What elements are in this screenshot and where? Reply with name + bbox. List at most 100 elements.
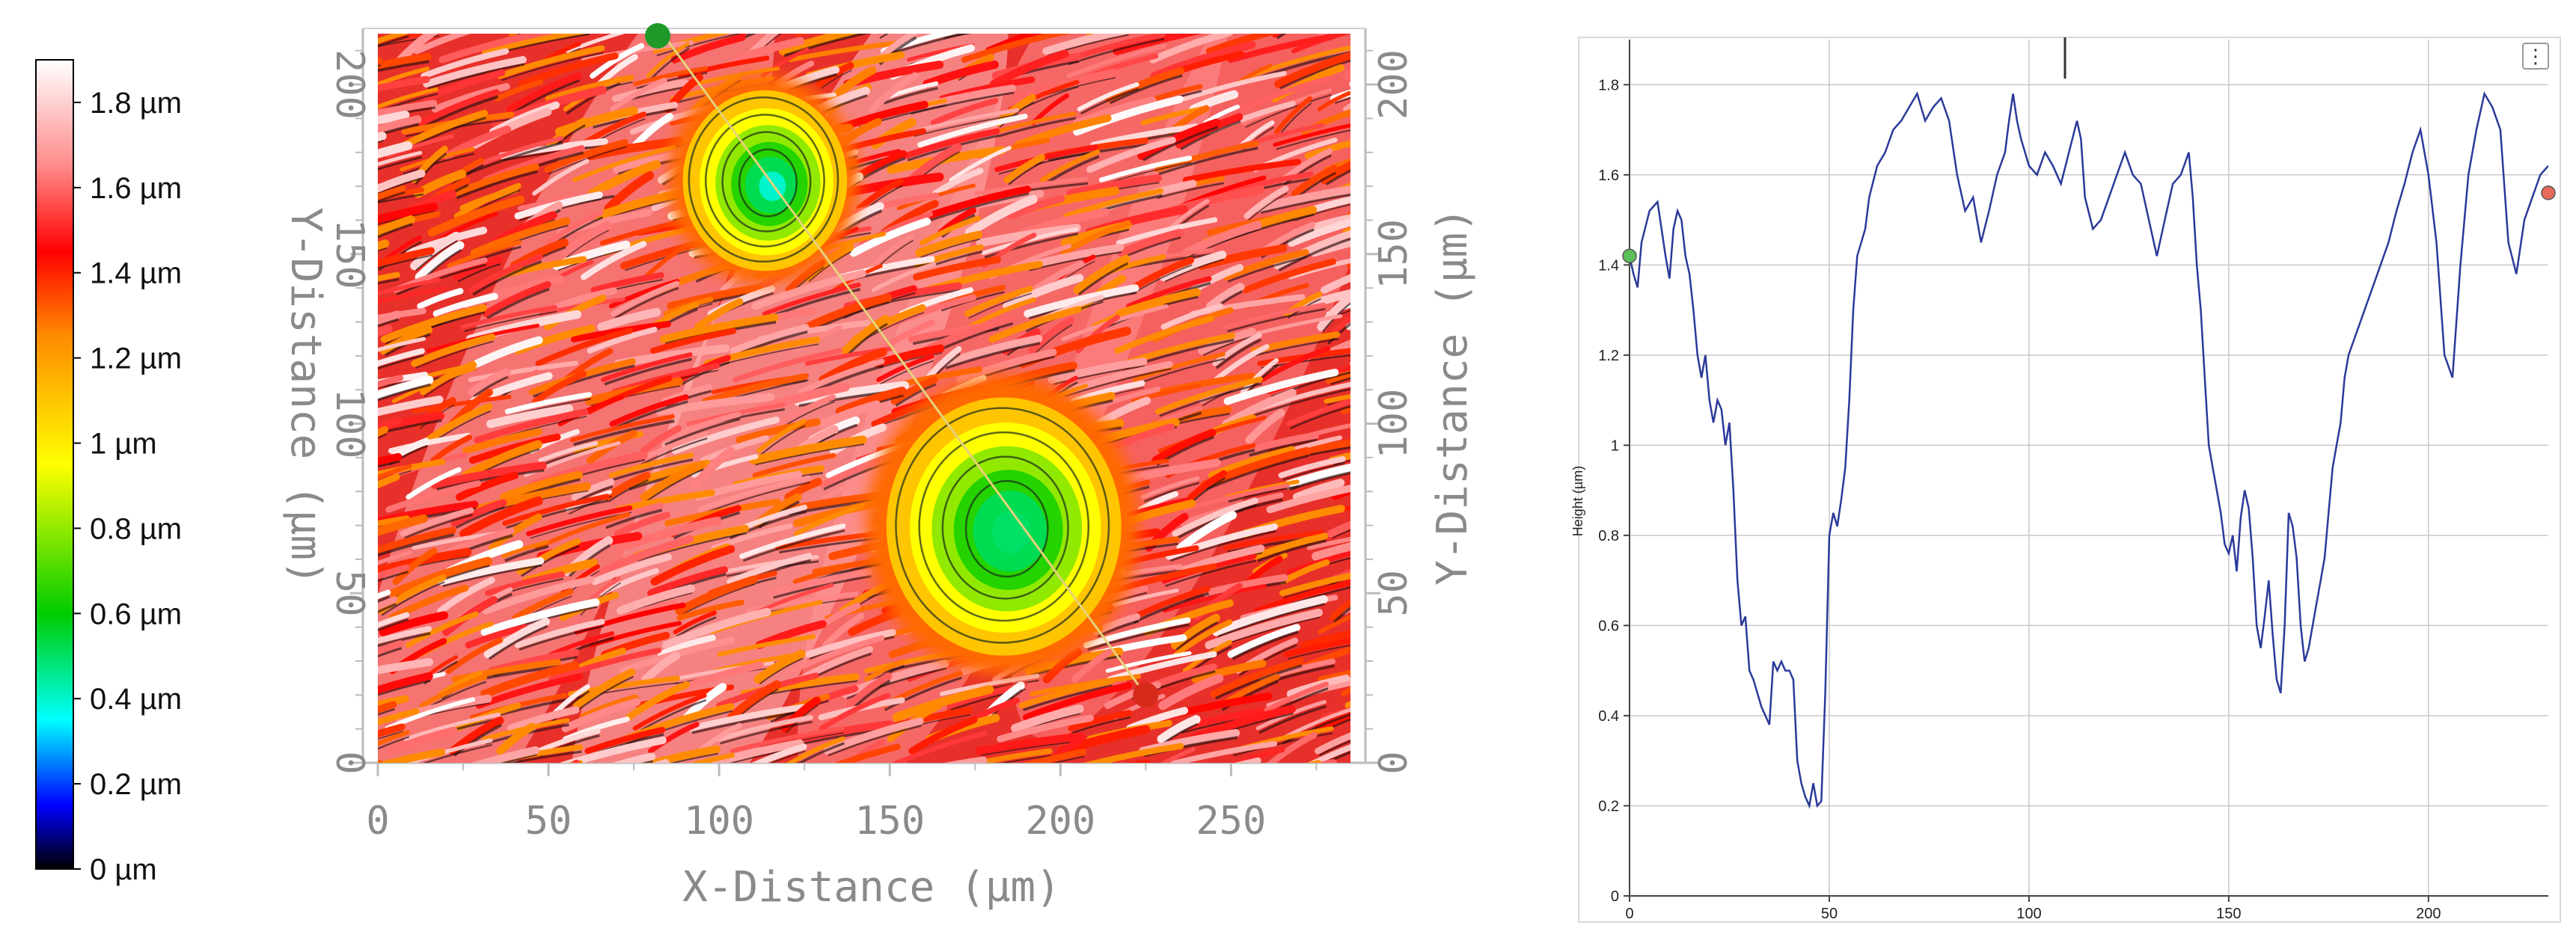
surface-ridge — [587, 326, 658, 354]
surface-ridge — [483, 618, 551, 659]
surface-ridge-shadow — [1149, 765, 1259, 796]
surface-ridge — [378, 185, 406, 200]
surface-ridge — [1240, 76, 1330, 112]
surface-ridge — [1066, 43, 1166, 79]
surface-ridge-shadow — [415, 239, 459, 271]
surface-ridge-shadow — [1142, 126, 1219, 162]
surface-ridge-shadow — [681, 360, 730, 386]
profile-end-marker[interactable] — [1133, 682, 1159, 708]
surface-ridge — [1316, 759, 1338, 763]
surface-ridge-shadow — [414, 153, 447, 185]
surface-ridge — [1066, 174, 1162, 198]
surface-ridge — [1318, 776, 1383, 793]
surface-ridge — [481, 34, 590, 55]
surface-ridge — [437, 557, 545, 586]
surface-ridge — [378, 76, 430, 92]
surface-ridge — [482, 281, 551, 317]
surface-ridge — [1070, 380, 1145, 405]
surface-ridge — [655, 393, 775, 416]
profile-menu-button[interactable]: ⋮ — [2522, 43, 2549, 70]
surface-ridge-shadow — [1162, 722, 1199, 745]
surface-ridge-shadow — [1191, 476, 1226, 503]
surface-ridge-shadow — [659, 34, 672, 40]
surface-ridge — [1327, 520, 1350, 538]
surface-ridge — [1304, 140, 1350, 159]
surface-ridge — [1317, 90, 1350, 111]
surface-ridge — [333, 497, 373, 523]
surface-ridge — [1246, 556, 1283, 586]
surface-ridge — [1202, 104, 1240, 126]
profile-end-markers — [1622, 185, 2556, 264]
surface-ridge — [1077, 82, 1139, 111]
surface-ridge — [798, 720, 894, 743]
surface-ridge — [465, 624, 528, 649]
surface-ridge — [1243, 185, 1289, 219]
profile-x-ticks: 0 50 100 150 200 — [1625, 896, 2441, 922]
surface-ridge — [333, 15, 438, 34]
surface-ridge — [453, 182, 521, 219]
surface-ridge — [451, 163, 539, 197]
surface-ridge — [944, 756, 988, 763]
surface-ridge-shadow — [1022, 684, 1113, 712]
surface-ridge — [641, 651, 681, 684]
surface-ridge — [378, 67, 430, 87]
surface-ridge — [462, 440, 542, 480]
surface-ridge-shadow — [759, 425, 806, 456]
surface-ridge-shadow — [378, 433, 387, 440]
surface-ridge-shadow — [798, 742, 845, 763]
surface-ridge — [378, 550, 412, 565]
surface-ridge — [1105, 651, 1192, 673]
surface-ridge — [378, 672, 433, 695]
surface-ridge — [554, 287, 617, 310]
surface-ridge — [404, 738, 493, 763]
surface-ridge — [378, 526, 456, 554]
surface-ridge — [625, 681, 691, 721]
surface-ridge-shadow — [784, 34, 870, 58]
surface-ridge — [380, 304, 487, 343]
profile-start-marker[interactable] — [1622, 248, 1637, 264]
surface-ridge — [841, 315, 890, 355]
pit-terrace-edge — [964, 479, 1049, 578]
surface-ridge — [717, 634, 816, 657]
surface-ridge — [378, 596, 398, 611]
surface-ridge-shadow — [929, 192, 1030, 222]
surface-ridge — [474, 408, 589, 443]
surface-ridge-shadow — [884, 34, 970, 57]
surface-ridge-shadow — [1359, 644, 1468, 659]
profile-x-tick-label: 50 — [1821, 906, 1838, 922]
profile-start-marker[interactable] — [645, 22, 671, 49]
surface-ridge — [1182, 159, 1301, 183]
colorbar-label: 0 µm — [90, 853, 157, 886]
surface-ridge — [646, 42, 690, 78]
surface-ridge-shadow — [999, 101, 1035, 128]
surface-ridge — [1024, 284, 1139, 318]
surface-ridge — [414, 241, 465, 282]
surface-ridge — [1243, 432, 1319, 455]
profile-y-tick-label: 1 — [1611, 437, 1619, 454]
map-y-ticks-right: 0 50 100 150 200 — [1365, 49, 1416, 775]
surface-ridge — [535, 328, 634, 366]
surface-ridge-shadow — [568, 544, 611, 577]
pit-lower-pit — [866, 375, 1139, 676]
surface-ridge-shadow — [378, 191, 406, 203]
surface-ridge — [640, 461, 706, 502]
surface-ridge-shadow — [586, 767, 667, 797]
profile-end-marker[interactable] — [2541, 185, 2556, 200]
surface-ridge — [752, 452, 836, 478]
surface-ridge — [966, 748, 1053, 763]
surface-ridge — [519, 771, 613, 802]
surface-ridge — [778, 34, 862, 55]
surface-ridge-shadow — [1330, 377, 1350, 385]
map-y-tick-label-right: 0 — [1371, 751, 1416, 774]
surface-ridge — [670, 34, 746, 64]
surface-ridge-shadow — [472, 260, 542, 296]
surface-ridge — [1318, 669, 1350, 683]
surface-ridge-shadow — [404, 513, 474, 540]
surface-ridge — [1288, 218, 1350, 247]
surface-ridge — [794, 34, 810, 37]
surface-ridge-shadow — [1070, 769, 1148, 783]
surface-ridge — [1255, 185, 1350, 213]
surface-ridge-shadow — [466, 141, 563, 176]
surface-ridge — [609, 77, 667, 112]
colorbar-label: 0.2 µm — [90, 768, 182, 801]
